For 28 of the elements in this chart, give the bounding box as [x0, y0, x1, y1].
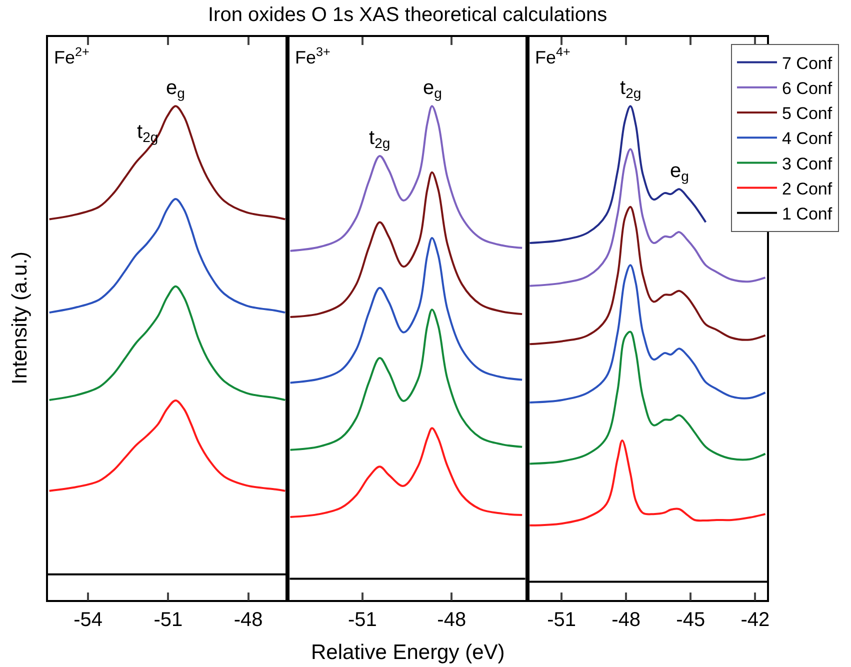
text: Iron oxides O 1s XAS theoretical calculations — [208, 4, 608, 26]
x-tick-label: -54 — [74, 608, 103, 631]
legend-label: 5 Conf — [782, 104, 832, 124]
text: Fe$^{3+}$ — [295, 45, 330, 68]
x-tick-label: -48 — [234, 608, 263, 631]
x-tick-label: -48 — [612, 608, 641, 631]
x-tick-label: -51 — [154, 608, 183, 631]
legend-label: 3 Conf — [782, 154, 832, 174]
x-tick-label: -48 — [437, 608, 466, 631]
legend-label: 4 Conf — [782, 129, 832, 148]
y-axis-title: Intensity (a.u.) — [8, 251, 32, 384]
text: Fe$^{2+}$ — [54, 45, 90, 68]
annotation: e$_{g}$ — [423, 77, 442, 102]
x-axis-title: Relative Energy (eV) — [311, 641, 505, 664]
annotation: e$_{g}$ — [166, 77, 185, 102]
x-tick-label: -42 — [740, 608, 770, 631]
annotation: t$_{2g}$ — [369, 127, 390, 152]
legend-label: 6 Conf — [782, 79, 832, 98]
legend-label: 7 Conf — [782, 54, 832, 73]
legend-label: 2 Conf — [782, 179, 832, 198]
annotation: t$_{2g}$ — [137, 121, 158, 146]
annotation: e$_{g}$ — [670, 160, 689, 184]
annotation: t$_{2g}$ — [620, 77, 642, 102]
text: Fe$^{4+}$ — [535, 45, 570, 68]
x-tick-label: -45 — [676, 608, 706, 631]
x-tick-label: -51 — [547, 608, 576, 631]
legend-label: 1 Conf — [782, 204, 832, 224]
x-tick-label: -51 — [348, 608, 377, 631]
